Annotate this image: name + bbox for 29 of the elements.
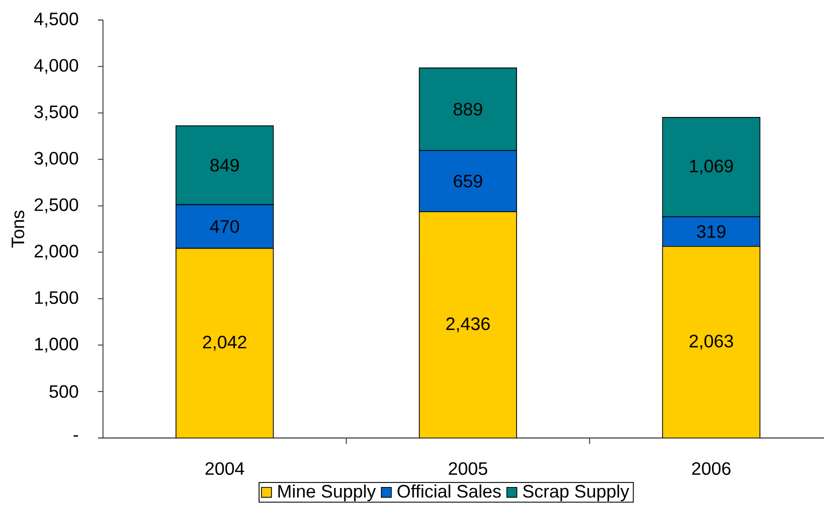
- legend-label: Official Sales: [398, 484, 501, 498]
- y-tick-label: 2,000: [34, 244, 78, 260]
- legend-label: Scrap Supply: [523, 484, 630, 502]
- data-label: 2,042: [203, 336, 246, 351]
- data-label: 2,436: [446, 317, 490, 332]
- y-axis-title: Tons: [12, 210, 24, 248]
- y-tick-label: 4,500: [34, 12, 78, 28]
- y-tick-label: 1,500: [35, 291, 78, 306]
- bar: [176, 248, 274, 438]
- legend-label: Mine Supply: [278, 484, 376, 502]
- y-tick-label: 3,500: [34, 105, 78, 120]
- bar: [662, 246, 760, 438]
- data-label: 659: [454, 174, 482, 188]
- y-tick-label: 3,000: [34, 152, 78, 167]
- data-label: 319: [696, 225, 726, 238]
- data-label: 1,069: [690, 160, 733, 175]
- data-label: 889: [454, 102, 482, 116]
- y-tick-label: 4,000: [34, 59, 78, 74]
- data-label: 2,063: [690, 334, 733, 350]
- bar: [418, 211, 518, 438]
- x-tick-label: 2004: [206, 462, 244, 475]
- y-tick-label: 500: [49, 385, 78, 398]
- data-label: 470: [210, 220, 239, 233]
- y-tick-label: 1,000: [35, 338, 78, 353]
- y-tick-label: -: [74, 435, 78, 437]
- data-label: 849: [210, 158, 239, 172]
- y-tick-label: 2,500: [34, 198, 78, 214]
- x-tick-label: 2005: [448, 462, 488, 475]
- x-tick-label: 2006: [692, 462, 730, 475]
